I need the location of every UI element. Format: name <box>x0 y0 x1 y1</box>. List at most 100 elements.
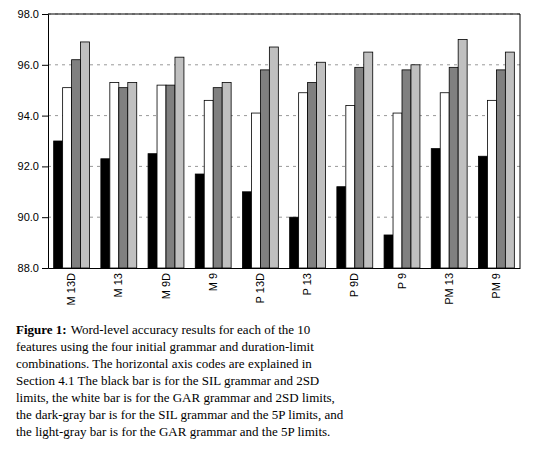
tick-label: 92.0 <box>18 160 39 172</box>
tick-mark <box>42 65 48 66</box>
bar <box>128 83 137 268</box>
bar <box>487 100 496 268</box>
bar <box>260 70 269 268</box>
bar <box>355 67 364 268</box>
x-tick: P 9 <box>396 268 408 289</box>
bar <box>110 83 119 268</box>
x-axis: M 13D M 13 M 9D M 9 P 13D P 13 P 9D P 9 PM 13 PM … <box>49 268 521 305</box>
tick-label: M 13D <box>65 273 77 305</box>
axis-line <box>42 15 49 269</box>
tick-mark <box>42 268 48 269</box>
bar <box>317 62 326 268</box>
frame-line <box>520 14 521 268</box>
y-tick: 98.0 <box>18 8 48 20</box>
bar <box>175 57 184 268</box>
y-tick: 92.0 <box>18 160 48 172</box>
bar-series <box>81 39 515 268</box>
bar <box>204 100 213 268</box>
tick-label: PM 13 <box>443 273 455 305</box>
bar <box>101 159 110 268</box>
x-tick: PM 9 <box>490 268 502 299</box>
tick-label: P 9D <box>348 273 360 297</box>
tick-label: 88.0 <box>18 262 39 274</box>
bar <box>222 83 231 268</box>
caption-text: limits, the white bar is for the GAR gra… <box>16 390 335 405</box>
bar <box>337 187 346 268</box>
caption-text: the light-gray bar is for the GAR gramma… <box>16 424 330 439</box>
bar <box>364 52 373 268</box>
bar <box>242 192 251 268</box>
y-axis: 88.0 90.0 92.0 94.0 96.0 98.0 <box>18 8 49 274</box>
caption: Figure 1: Word-level accuracy results for… <box>16 322 344 439</box>
x-tick: M 9D <box>160 268 172 299</box>
caption-text: the dark-gray bar is for the SIL grammar… <box>16 407 344 422</box>
tick-mark <box>42 217 48 218</box>
tick-label: P 9 <box>396 273 408 289</box>
tick-mark <box>42 166 48 167</box>
caption-label: Figure 1: <box>16 322 67 337</box>
tick-label: 94.0 <box>18 110 39 122</box>
bar <box>166 85 175 268</box>
bar <box>148 154 157 268</box>
x-tick: M 13D <box>65 268 77 305</box>
bar <box>449 67 458 268</box>
x-tick: PM 13 <box>443 268 455 305</box>
bar <box>393 113 402 268</box>
bar <box>505 52 514 268</box>
bar <box>119 88 128 268</box>
caption-text: Section 4.1 The black bar is for the SIL… <box>16 373 319 388</box>
bar <box>458 39 467 268</box>
bar <box>299 93 308 268</box>
y-tick: 88.0 <box>18 262 48 274</box>
bar <box>213 88 222 268</box>
bar <box>81 42 90 268</box>
x-tick: P 9D <box>348 268 360 297</box>
bar <box>308 83 317 268</box>
tick-mark <box>42 14 48 15</box>
bar <box>251 113 260 268</box>
bars <box>54 39 515 268</box>
y-tick: 90.0 <box>18 211 48 223</box>
bar <box>411 65 420 268</box>
bar <box>269 47 278 268</box>
y-tick: 94.0 <box>18 110 48 122</box>
grid-line <box>48 64 520 65</box>
frame-line <box>48 14 520 15</box>
bar <box>63 88 72 268</box>
tick-label: 90.0 <box>18 211 39 223</box>
x-tick: P 13 <box>301 268 313 295</box>
tick-label: M 9D <box>160 273 172 299</box>
bar <box>478 156 487 268</box>
bar <box>72 60 81 268</box>
tick-mark <box>42 116 48 117</box>
caption-text: Word-level accuracy results for each of … <box>71 322 311 337</box>
y-tick: 96.0 <box>18 59 48 71</box>
bar <box>440 93 449 268</box>
bar <box>402 70 411 268</box>
x-tick: M 9 <box>207 268 219 291</box>
caption-text: combinations. The horizontal axis codes … <box>16 356 312 371</box>
tick-label: PM 9 <box>490 273 502 299</box>
bar-series <box>63 83 497 268</box>
bar <box>496 70 505 268</box>
tick-label: P 13D <box>254 273 266 303</box>
tick-label: 98.0 <box>18 8 39 20</box>
grid-line <box>48 14 520 15</box>
bar <box>431 149 440 268</box>
bar-series <box>72 60 506 268</box>
tick-label: M 9 <box>207 273 219 291</box>
x-tick: M 13 <box>112 268 124 297</box>
bar <box>384 235 393 268</box>
bar <box>54 141 63 268</box>
tick-label: P 13 <box>301 273 313 295</box>
axis-line <box>49 268 521 269</box>
bar <box>195 174 204 268</box>
bar <box>290 217 299 268</box>
bar <box>346 105 355 268</box>
tick-label: 96.0 <box>18 59 39 71</box>
bar <box>157 85 166 268</box>
tick-label: M 13 <box>112 273 124 297</box>
plot-area: 88.0 90.0 92.0 94.0 96.0 98.0 M 13D M 13 M 9D M 9… <box>18 8 521 305</box>
x-tick: P 13D <box>254 268 266 303</box>
chart: 88.0 90.0 92.0 94.0 96.0 98.0 M 13D M 13 M 9D M 9… <box>0 0 536 463</box>
